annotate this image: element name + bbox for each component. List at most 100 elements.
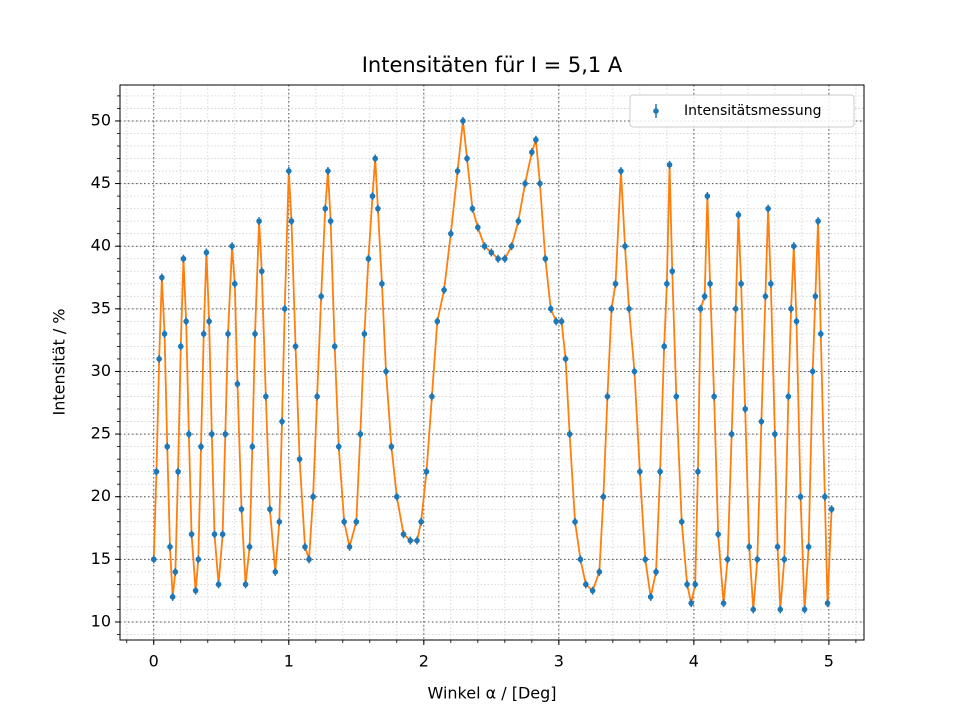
data-point <box>314 393 320 400</box>
data-point <box>209 431 215 437</box>
data-point <box>414 537 420 544</box>
data-point <box>746 544 753 550</box>
y-tick-label: 20 <box>91 486 111 505</box>
chart-title: Intensitäten für I = 5,1 A <box>362 53 623 77</box>
data-point <box>785 393 792 400</box>
data-point <box>701 293 708 300</box>
legend-box <box>629 94 855 128</box>
data-point <box>522 180 528 187</box>
data-point <box>180 255 187 262</box>
data-point <box>256 218 262 224</box>
data-point <box>720 600 727 606</box>
data-point <box>400 531 407 538</box>
data-point <box>215 581 222 588</box>
data-point <box>272 569 279 575</box>
data-point <box>394 493 400 500</box>
x-tick-label: 0 <box>149 652 159 671</box>
data-point <box>562 356 569 362</box>
data-point <box>267 506 273 513</box>
data-point <box>159 274 165 281</box>
x-tick-label: 1 <box>284 652 294 671</box>
data-point <box>195 556 202 563</box>
data-point <box>754 556 761 563</box>
data-point <box>229 243 235 250</box>
data-point <box>161 331 168 337</box>
data-point <box>353 518 360 525</box>
data-point <box>781 556 788 563</box>
data-point <box>279 418 285 425</box>
data-point <box>735 212 742 218</box>
data-point <box>805 544 812 550</box>
data-point <box>669 268 676 275</box>
data-point <box>653 569 659 575</box>
y-tick-label: 35 <box>91 298 111 317</box>
data-point <box>310 493 316 500</box>
data-point <box>600 493 607 500</box>
data-point <box>263 393 269 400</box>
data-point <box>325 168 331 174</box>
data-point <box>361 331 368 337</box>
data-point <box>631 368 638 375</box>
data-point <box>167 544 173 550</box>
data-point <box>206 318 212 325</box>
data-point <box>626 306 632 312</box>
data-point <box>704 193 711 199</box>
legend: Intensitätsmessung <box>629 94 855 128</box>
data-point <box>589 587 596 594</box>
data-point <box>553 318 559 325</box>
data-point <box>612 280 619 287</box>
data-point <box>375 205 381 212</box>
data-point <box>318 293 324 300</box>
data-point <box>150 556 157 563</box>
y-tick-label: 25 <box>91 424 111 443</box>
data-point <box>828 506 835 513</box>
data-point <box>777 606 784 613</box>
data-point <box>596 569 603 575</box>
y-tick-label: 50 <box>91 110 111 129</box>
data-point <box>183 318 189 325</box>
data-point <box>346 544 353 550</box>
data-point <box>604 393 611 400</box>
data-point <box>418 518 424 525</box>
data-point <box>809 368 816 375</box>
data-point <box>372 155 379 162</box>
data-point <box>695 468 701 475</box>
y-tick-label: 40 <box>91 236 111 255</box>
data-point <box>164 443 171 450</box>
data-point <box>637 468 643 475</box>
data-point <box>423 468 430 475</box>
data-point <box>692 581 699 588</box>
data-point <box>537 180 543 187</box>
data-point <box>246 544 253 550</box>
data-point <box>249 443 256 450</box>
data-point <box>211 531 218 538</box>
data-point <box>175 468 181 475</box>
x-tick-label: 4 <box>689 652 699 671</box>
data-point <box>758 418 765 425</box>
data-point <box>383 368 389 375</box>
data-point <box>583 581 589 588</box>
data-point <box>824 600 831 606</box>
data-point <box>647 594 654 600</box>
data-point <box>231 280 238 287</box>
data-point <box>469 205 476 212</box>
legend-label: Intensitätsmessung <box>684 103 821 119</box>
data-point <box>481 243 488 250</box>
data-point <box>790 243 797 250</box>
data-point <box>815 218 821 224</box>
data-point <box>219 531 226 538</box>
data-point <box>177 343 184 350</box>
data-point <box>327 218 334 224</box>
data-point <box>434 318 441 325</box>
data-point <box>296 456 303 462</box>
y-axis-label: Intensität / % <box>50 308 69 415</box>
data-point <box>801 606 808 613</box>
data-point <box>306 556 312 563</box>
data-point <box>203 249 210 256</box>
data-point <box>788 306 794 312</box>
data-point <box>464 155 470 162</box>
data-point <box>666 161 673 168</box>
data-point <box>508 243 515 250</box>
data-point <box>608 306 615 312</box>
